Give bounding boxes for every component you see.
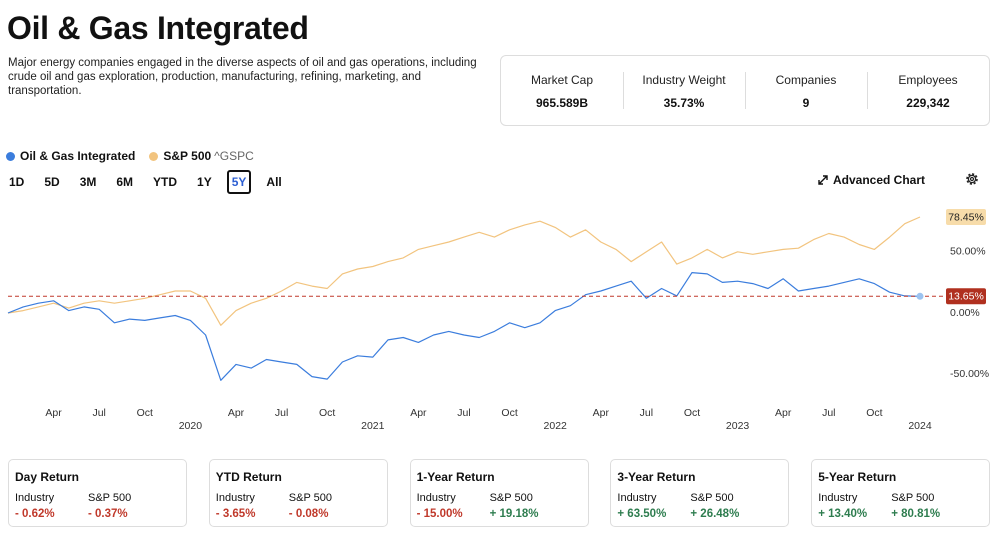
last-value-badge <box>946 288 986 305</box>
x-tick-label: Oct <box>319 407 335 419</box>
y-tick-label: -50.00% <box>950 368 989 380</box>
settings-button[interactable] <box>964 171 980 187</box>
x-tick-label: Apr <box>410 407 427 419</box>
x-tick-label: Apr <box>228 407 245 419</box>
x-tick-label: 2022 <box>544 420 568 432</box>
stat: Companies 9 <box>745 56 867 125</box>
stat: Market Cap 965.589B <box>501 56 623 125</box>
return-card: 1-Year Return Industry S&P 500 - 15.00% + 19… <box>409 459 589 527</box>
sp-label: S&P 500 <box>891 492 935 504</box>
stat-value: 229,342 <box>906 96 950 110</box>
sp-return: + 19.18% <box>489 508 539 520</box>
range-button[interactable]: 1Y <box>197 175 212 189</box>
stat: Industry Weight 35.73% <box>623 56 745 125</box>
chart: 50.00% 0.00% -50.00% Apr Jul Oct 2020 Apr Jul Oct… <box>7 209 989 432</box>
range-button[interactable]: 3M <box>79 175 97 189</box>
stat-label: Market Cap <box>530 73 594 87</box>
card-title: 1-Year Return <box>416 470 495 484</box>
x-tick-label: Jul <box>822 407 835 419</box>
return-card: YTD Return Industry S&P 500 - 3.65% - 0.08% <box>208 459 388 527</box>
sp-label: S&P 500 <box>690 492 734 504</box>
sp-label: S&P 500 <box>288 492 333 504</box>
legend-symbol: ^GSPC <box>214 149 254 163</box>
card-title: Day Return <box>15 470 80 484</box>
sp-return: + 26.48% <box>690 508 740 520</box>
range-button[interactable]: All <box>266 175 282 189</box>
legend: Oil & Gas Integrated S&P 500 ^GSPC <box>6 149 254 163</box>
y-tick-label: 50.00% <box>950 246 986 258</box>
x-tick-label: Apr <box>775 407 792 419</box>
return-card: 3-Year Return Industry S&P 500 + 63.50% + 26… <box>610 459 790 527</box>
legend-dot <box>149 151 159 161</box>
industry-label: Industry <box>15 492 55 504</box>
x-tick-label: Apr <box>45 407 62 419</box>
industry-label: Industry <box>617 492 657 504</box>
x-tick-label: 2024 <box>908 420 932 432</box>
last-value-label: 78.45% <box>948 211 984 223</box>
x-tick-label: Oct <box>866 407 882 419</box>
sp-label: S&P 500 <box>489 492 533 504</box>
industry-return: - 15.00% <box>416 508 463 520</box>
card-title: YTD Return <box>215 470 282 484</box>
stat-value: 9 <box>802 96 810 110</box>
industry-return: + 63.50% <box>617 508 667 520</box>
industry-label: Industry <box>818 492 858 504</box>
card-title: 5-Year Return <box>818 470 897 484</box>
industry-label: Industry <box>215 492 255 504</box>
x-tick-label: 2021 <box>361 420 385 432</box>
legend-dot <box>6 151 15 161</box>
series-line <box>7 272 921 381</box>
sp-return: + 80.81% <box>891 508 941 520</box>
x-tick-label: Oct <box>501 407 517 419</box>
advanced-chart-link[interactable]: Advanced Chart <box>818 173 925 187</box>
x-tick-label: Jul <box>92 407 105 419</box>
industry-return: - 0.62% <box>15 508 55 520</box>
x-tick-label: Apr <box>593 407 610 419</box>
x-tick-label: Jul <box>640 407 653 419</box>
industry-return: + 13.40% <box>818 508 868 520</box>
return-card: Day Return Industry S&P 500 - 0.62% - 0.37% <box>8 459 187 527</box>
advanced-chart-label[interactable]: Advanced Chart <box>833 173 926 187</box>
sp-label: S&P 500 <box>88 492 132 504</box>
card-title: 3-Year Return <box>617 470 696 484</box>
sp-return: - 0.37% <box>88 508 128 520</box>
x-tick-label: Oct <box>684 407 700 419</box>
x-tick-label: 2020 <box>179 420 203 432</box>
y-tick-label: 0.00% <box>950 307 980 319</box>
series-line <box>7 216 921 326</box>
stats-box: Market Cap 965.589B Industry Weight 35.73% C… <box>500 55 990 126</box>
range-selector: 1D 5D 3M 6M YTD 1Y 5Y All <box>4 170 297 194</box>
industry-return: - 3.65% <box>215 508 256 520</box>
stat-value: 965.589B <box>535 96 589 110</box>
industry-label: Industry <box>416 492 456 504</box>
description: Major energy companies engaged in the di… <box>8 57 477 97</box>
x-tick-label: Jul <box>457 407 470 419</box>
x-tick-label: 2023 <box>726 420 750 432</box>
x-tick-label: Jul <box>275 407 288 419</box>
return-card: 5-Year Return Industry S&P 500 + 13.40% + 80… <box>811 459 991 527</box>
range-button[interactable]: 1D <box>9 175 25 189</box>
legend-label: S&P 500 <box>163 149 212 163</box>
legend-item: S&P 500 ^GSPC <box>149 149 254 163</box>
stat: Employees 229,342 <box>867 56 989 125</box>
page-title: Oil & Gas Integrated <box>7 10 309 46</box>
stat-label: Industry Weight <box>642 73 726 87</box>
last-value-dot <box>916 292 924 300</box>
legend-item: Oil & Gas Integrated <box>6 149 135 163</box>
range-button[interactable]: 6M <box>116 175 134 189</box>
x-tick-label: Oct <box>137 407 153 419</box>
sp-return: - 0.08% <box>288 508 329 520</box>
last-value-label: 13.65% <box>948 291 984 303</box>
expand-icon <box>818 175 828 185</box>
range-button[interactable]: 5D <box>44 175 60 189</box>
legend-label: Oil & Gas Integrated <box>20 149 136 163</box>
stat-label: Employees <box>898 73 958 87</box>
stat-label: Companies <box>775 73 837 87</box>
last-value-badge <box>946 209 986 226</box>
range-button[interactable]: 5Y <box>226 170 252 194</box>
stat-value: 35.73% <box>663 96 705 110</box>
range-button[interactable]: YTD <box>153 175 178 189</box>
